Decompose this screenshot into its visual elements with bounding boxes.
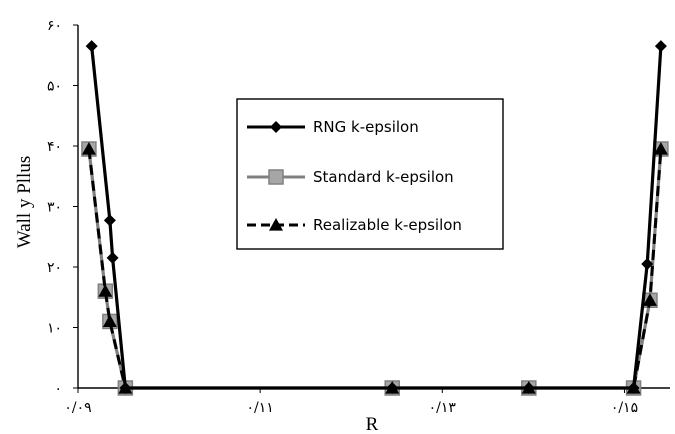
- data-point: [386, 382, 399, 394]
- y-tick-label: ۲۰: [47, 260, 62, 276]
- legend-marker: [269, 218, 283, 231]
- legend-label: Realizable k-epsilon: [313, 216, 462, 234]
- x-tick-label: ۰/۱۱: [247, 400, 274, 416]
- x-tick-label: ۰/۰۹: [64, 400, 91, 416]
- data-point: [641, 257, 654, 270]
- legend-marker: [268, 169, 284, 185]
- legend: RNG k-epsilon Standard k-epsilon Realizabl…: [236, 98, 504, 250]
- data-point: [642, 293, 657, 306]
- data-point: [627, 382, 640, 394]
- y-tick-label: ۳۰: [47, 200, 62, 216]
- data-point: [522, 382, 535, 394]
- legend-label: Standard k-epsilon: [313, 168, 454, 186]
- legend-item: Realizable k-epsilon: [247, 216, 462, 234]
- x-tick-label: ۰/۱۳: [429, 400, 457, 416]
- data-point: [98, 284, 113, 297]
- data-point: [106, 251, 119, 264]
- data-point: [81, 142, 96, 155]
- data-point: [653, 142, 668, 155]
- y-axis-label: Wall y Pllus: [14, 156, 35, 248]
- y-tick-label: ۰: [54, 381, 62, 397]
- y-tick-label: ۱۰: [47, 321, 62, 337]
- data-point: [119, 382, 132, 394]
- y-tick-label: ۴۰: [47, 139, 62, 155]
- tick-labels: ۰ ۱۰ ۲۰ ۳۰ ۴۰ ۵۰ ۶۰ ۰/۰۹ ۰/۱۱ ۰/۱۳ ۰/۱۵: [47, 18, 638, 416]
- data-point: [103, 214, 116, 227]
- legend-item: Standard k-epsilon: [247, 168, 454, 186]
- legend-item: RNG k-epsilon: [247, 118, 419, 136]
- data-point: [654, 40, 667, 53]
- x-tick-label: ۰/۱۵: [611, 400, 638, 416]
- legend-marker: [270, 121, 282, 133]
- data-series: [81, 40, 669, 396]
- data-point: [102, 314, 117, 328]
- data-point: [85, 40, 98, 53]
- series-diamond: [85, 40, 667, 394]
- x-axis-label: R: [366, 414, 379, 434]
- y-tick-label: ۵۰: [47, 79, 62, 95]
- legend-label: RNG k-epsilon: [313, 118, 419, 136]
- series-line: [87, 148, 663, 390]
- y-tick-label: ۶۰: [47, 18, 62, 34]
